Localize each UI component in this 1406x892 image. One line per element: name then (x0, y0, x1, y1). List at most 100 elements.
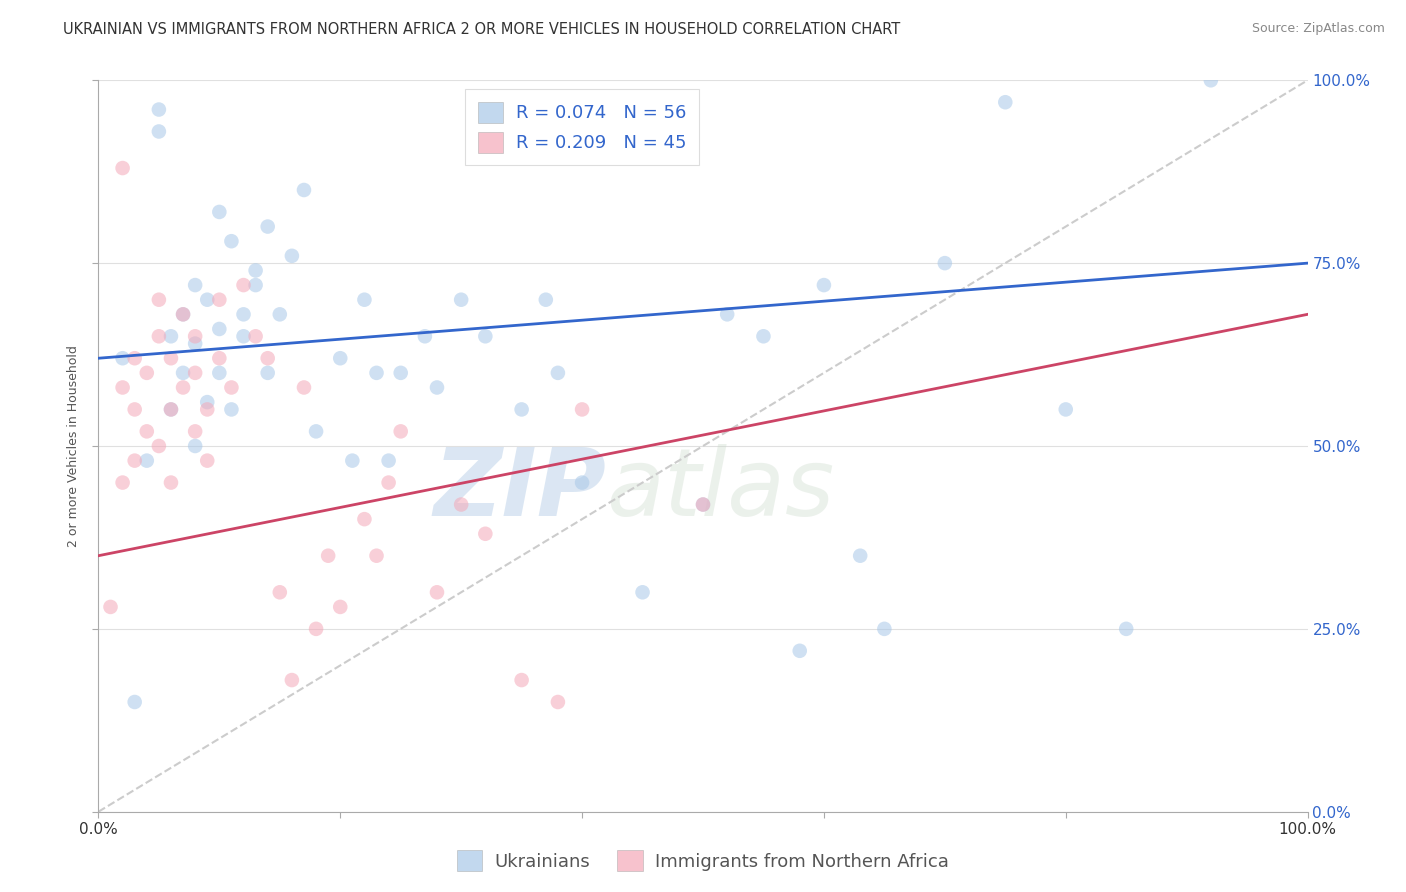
Point (124, 453, 146, 467)
Point (547, 366, 569, 380)
Text: UKRAINIAN VS IMMIGRANTS FROM NORTHERN AFRICA 2 OR MORE VEHICLES IN HOUSEHOLD COR: UKRAINIAN VS IMMIGRANTS FROM NORTHERN AF… (63, 22, 900, 37)
Point (1199, 73, 1222, 87)
Point (172, 307, 194, 321)
Point (873, 622, 896, 636)
Point (111, 351, 134, 366)
Point (148, 293, 170, 307)
Point (534, 293, 557, 307)
Point (752, 329, 775, 343)
Point (111, 475, 134, 490)
Point (184, 439, 207, 453)
Point (221, 234, 243, 248)
Point (716, 307, 738, 321)
Point (160, 329, 183, 343)
Point (232, 307, 254, 321)
Point (474, 329, 496, 343)
Point (100, 599, 122, 614)
Point (111, 161, 134, 175)
Text: Source: ZipAtlas.com: Source: ZipAtlas.com (1251, 22, 1385, 36)
Point (631, 585, 654, 599)
Point (195, 293, 218, 307)
Point (256, 351, 278, 366)
Point (789, 644, 811, 658)
Point (184, 278, 207, 293)
Point (692, 498, 714, 512)
Point (195, 395, 218, 409)
Point (148, 124, 170, 138)
Point (305, 622, 328, 636)
Point (353, 512, 375, 526)
Legend: Ukrainians, Immigrants from Northern Africa: Ukrainians, Immigrants from Northern Afr… (450, 843, 956, 879)
Point (413, 329, 436, 343)
Point (135, 425, 157, 439)
Point (195, 402, 218, 417)
Point (813, 278, 835, 293)
Point (316, 549, 339, 563)
Text: atlas: atlas (606, 444, 835, 535)
Point (135, 366, 157, 380)
Point (450, 498, 472, 512)
Point (245, 263, 267, 277)
Point (184, 425, 207, 439)
Point (208, 322, 231, 336)
Point (377, 453, 399, 467)
Point (221, 402, 243, 417)
Point (547, 695, 569, 709)
Point (148, 103, 170, 117)
Point (269, 585, 291, 599)
Point (208, 366, 231, 380)
Point (245, 329, 267, 343)
Point (160, 351, 183, 366)
Point (1054, 402, 1077, 417)
Point (256, 219, 278, 234)
Point (377, 475, 399, 490)
Point (208, 205, 231, 219)
Point (292, 380, 315, 394)
Point (172, 307, 194, 321)
Point (692, 498, 714, 512)
Point (208, 351, 231, 366)
Point (389, 425, 412, 439)
Point (172, 380, 194, 394)
Text: ZIP: ZIP (433, 444, 606, 536)
Point (305, 425, 328, 439)
Point (111, 380, 134, 394)
Point (934, 256, 956, 270)
Y-axis label: 2 or more Vehicles in Household: 2 or more Vehicles in Household (66, 345, 80, 547)
Point (148, 329, 170, 343)
Point (160, 475, 183, 490)
Point (994, 95, 1017, 110)
Point (184, 336, 207, 351)
Point (269, 307, 291, 321)
Point (389, 366, 412, 380)
Point (124, 695, 146, 709)
Point (208, 293, 231, 307)
Point (195, 453, 218, 467)
Point (160, 402, 183, 417)
Point (426, 585, 449, 599)
Point (849, 549, 872, 563)
Point (510, 673, 533, 687)
Point (366, 549, 388, 563)
Point (292, 183, 315, 197)
Point (474, 526, 496, 541)
Point (281, 673, 304, 687)
Point (510, 402, 533, 417)
Point (184, 329, 207, 343)
Point (232, 329, 254, 343)
Point (342, 453, 364, 467)
Point (172, 366, 194, 380)
Point (426, 380, 449, 394)
Point (148, 439, 170, 453)
Point (160, 402, 183, 417)
Point (232, 278, 254, 293)
Point (256, 366, 278, 380)
Point (1115, 622, 1137, 636)
Point (329, 351, 352, 366)
Point (245, 278, 267, 293)
Point (571, 402, 593, 417)
Point (124, 402, 146, 417)
Point (135, 453, 157, 467)
Point (450, 293, 472, 307)
Point (353, 293, 375, 307)
